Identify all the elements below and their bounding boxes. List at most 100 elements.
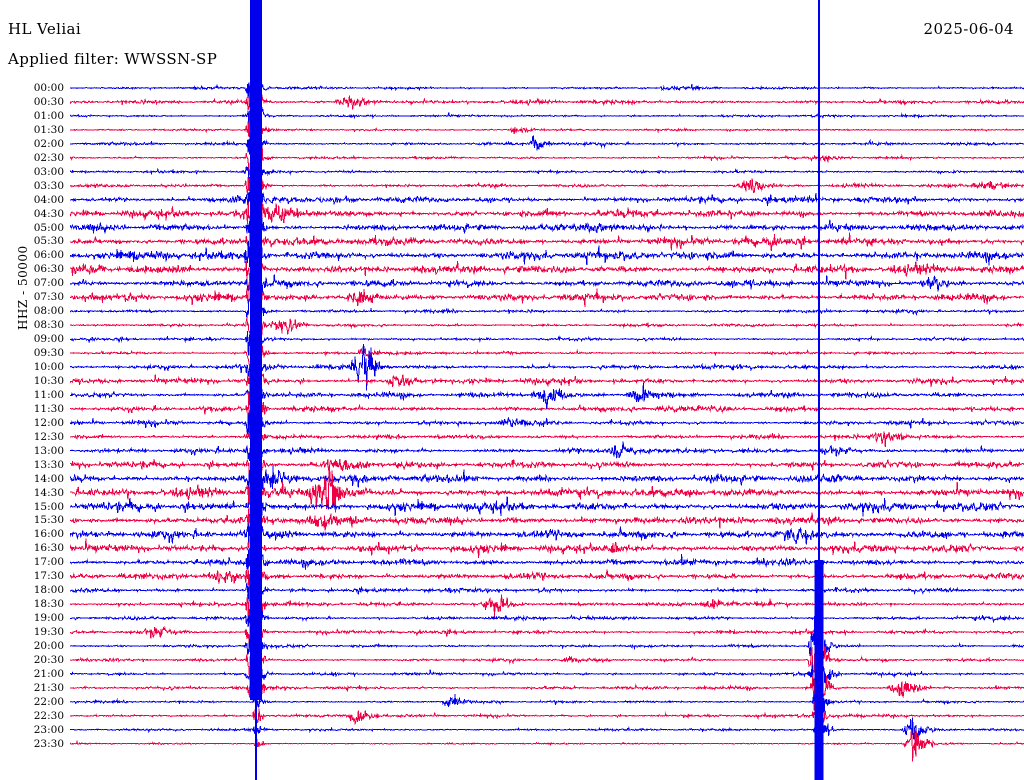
- trace-row: [70, 163, 1024, 222]
- time-label: 06:00: [33, 249, 64, 262]
- time-label: 17:00: [33, 556, 64, 569]
- trace-row: [70, 344, 1024, 394]
- trace-row: [70, 609, 1024, 680]
- trace-row: [70, 517, 1024, 583]
- trace-row: [70, 581, 1024, 654]
- trace-row: [70, 396, 1024, 457]
- trace-row: [70, 456, 1024, 530]
- trace-row: [70, 204, 1024, 249]
- time-label: 13:00: [33, 444, 64, 457]
- trace-row: [70, 530, 1024, 586]
- time-label: 06:30: [33, 263, 64, 276]
- trace-row: [70, 729, 1024, 762]
- trace-row: [70, 93, 1024, 167]
- time-label: 08:30: [33, 319, 64, 332]
- time-label: 11:00: [33, 388, 64, 401]
- time-label: 10:30: [33, 374, 64, 387]
- saturated-event-band: [814, 560, 824, 780]
- trace-row: [70, 87, 1024, 125]
- trace-row: [70, 330, 1024, 382]
- saturated-event-band: [817, 0, 820, 560]
- time-label: 21:00: [33, 667, 64, 680]
- time-label: 00:00: [33, 82, 64, 94]
- trace-row: [70, 498, 1024, 557]
- trace-row: [70, 595, 1024, 661]
- time-label: 02:30: [33, 151, 64, 164]
- time-label: 05:30: [33, 235, 64, 248]
- trace-row: [70, 651, 1024, 724]
- time-label: 13:30: [33, 458, 64, 471]
- time-label: 18:00: [33, 584, 64, 597]
- trace-row: [70, 233, 1024, 292]
- trace-row: [70, 574, 1024, 641]
- trace-row: [70, 116, 1024, 168]
- time-label: 05:00: [33, 221, 64, 234]
- trace-row: [70, 637, 1024, 703]
- trace-row: [70, 565, 1024, 596]
- time-label: 15:30: [33, 514, 64, 527]
- time-label: 08:00: [33, 305, 64, 318]
- time-label: 16:30: [33, 542, 64, 555]
- trace-row: [70, 131, 1024, 186]
- time-label: 09:30: [33, 347, 64, 360]
- trace-row: [70, 713, 1024, 741]
- trace-row: [70, 516, 1024, 567]
- trace-row: [70, 438, 1024, 484]
- trace-row: [70, 358, 1024, 429]
- time-label: 00:30: [33, 95, 64, 108]
- saturated-event-band: [250, 0, 262, 700]
- time-label: 09:00: [33, 333, 64, 346]
- time-label: 01:30: [33, 123, 64, 136]
- trace-row: [70, 260, 1024, 302]
- time-label: 18:30: [33, 598, 64, 611]
- trace-row: [70, 273, 1024, 332]
- time-label: 19:00: [33, 612, 64, 625]
- trace-row: [70, 375, 1024, 446]
- trace-row: [70, 177, 1024, 239]
- time-label: 17:30: [33, 570, 64, 583]
- trace-row: [70, 167, 1024, 218]
- time-label: 14:30: [33, 486, 64, 499]
- trace-row: [70, 561, 1024, 624]
- time-label: 07:00: [33, 277, 64, 290]
- time-label: 19:30: [33, 626, 64, 639]
- time-label: 23:30: [33, 737, 64, 750]
- trace-row: [70, 674, 1024, 717]
- time-label: 20:00: [33, 640, 64, 652]
- time-label: 22:30: [33, 709, 64, 722]
- time-label: 10:00: [33, 361, 64, 373]
- time-label: 21:30: [33, 681, 64, 694]
- trace-row: [70, 291, 1024, 338]
- trace-row: [70, 314, 1024, 363]
- time-axis: 00:00 00:30 01:00 01:30 02:00 02:30 03:00 03:30…: [0, 0, 70, 780]
- trace-row: [70, 708, 1024, 729]
- trace-row: [70, 481, 1024, 536]
- trace-row: [70, 94, 1024, 139]
- trace-row: [70, 407, 1024, 462]
- applied-filter-label: Applied filter: WWSSN-SP: [8, 50, 218, 68]
- trace-row: [70, 359, 1024, 404]
- time-label: 04:00: [33, 193, 64, 206]
- trace-row: [70, 623, 1024, 688]
- time-label: 03:30: [33, 179, 64, 192]
- time-label: 14:00: [33, 472, 64, 485]
- time-label: 22:00: [33, 695, 64, 708]
- time-label: 20:30: [33, 653, 64, 666]
- trace-row: [70, 205, 1024, 262]
- time-label: 16:00: [33, 528, 64, 541]
- time-label: 15:00: [33, 500, 64, 513]
- time-label: 04:30: [33, 207, 64, 220]
- time-label: 12:00: [33, 416, 64, 429]
- trace-row: [70, 239, 1024, 283]
- seismogram-svg: [70, 0, 1024, 780]
- time-label: 12:30: [33, 430, 64, 443]
- saturated-event-band: [255, 700, 257, 780]
- record-date: 2025-06-04: [923, 20, 1014, 38]
- station-title: HL Veliai: [8, 20, 82, 38]
- time-label: 07:30: [33, 291, 64, 304]
- time-label: 02:00: [33, 137, 64, 150]
- time-label: 03:00: [33, 165, 64, 178]
- time-label: 23:00: [33, 723, 64, 736]
- trace-row: [70, 53, 1024, 117]
